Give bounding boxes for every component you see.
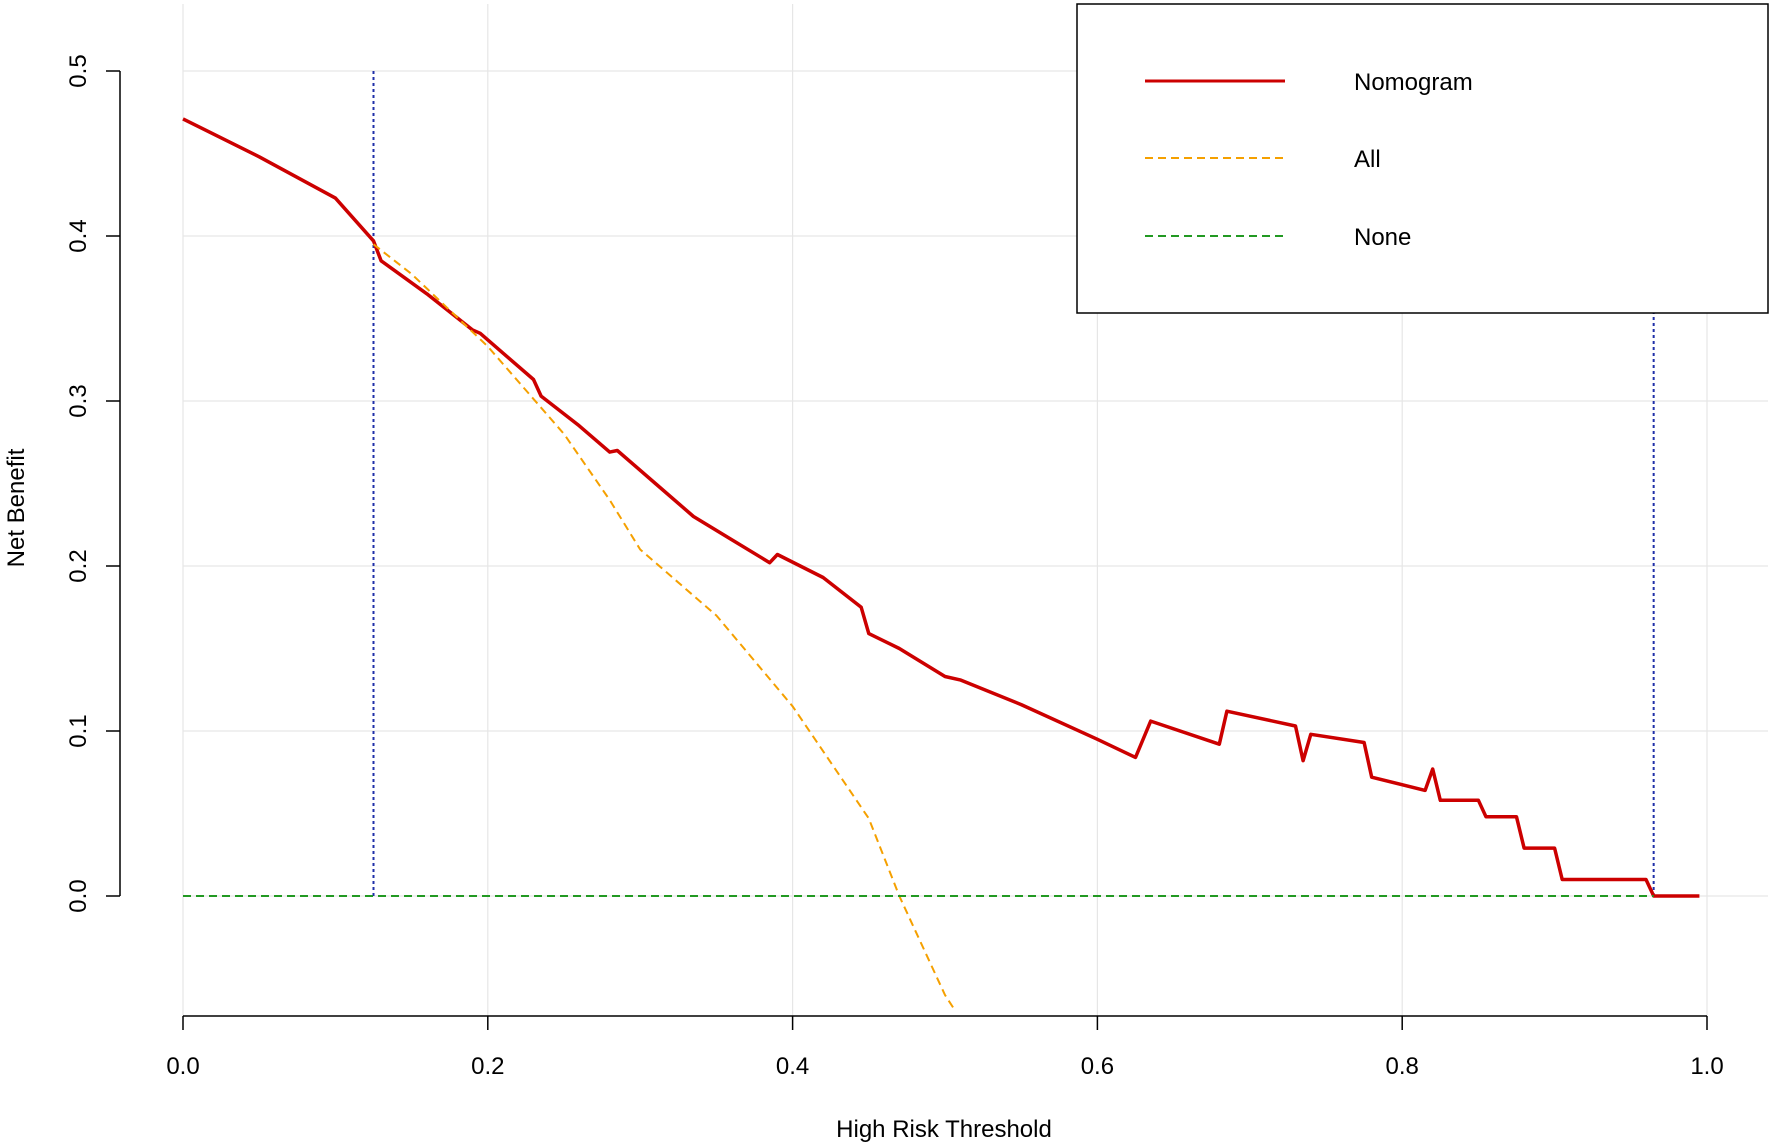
- x-tick-label: 0.2: [471, 1053, 504, 1080]
- legend-label-all: All: [1354, 146, 1381, 173]
- x-axis-title: High Risk Threshold: [836, 1116, 1052, 1143]
- y-tick-label: 0.0: [65, 879, 92, 912]
- y-tick-label: 0.3: [65, 384, 92, 417]
- x-tick-label: 0.0: [166, 1053, 199, 1080]
- x-tick-label: 1.0: [1690, 1053, 1723, 1080]
- series-line-nomogram: [182, 117, 1700, 898]
- series-layer: [182, 117, 1700, 1013]
- y-axis-title: Net Benefit: [3, 448, 30, 567]
- axes-layer: 0.0 0.1 0.2 0.3 0.4 0.5 0.0 0.2 0.4 0.6 0.8 1.0: [65, 54, 1724, 1080]
- legend-label-none: None: [1354, 224, 1411, 251]
- legend-box: [1076, 3, 1769, 314]
- x-tick-label: 0.4: [776, 1053, 809, 1080]
- y-tick-label: 0.4: [65, 219, 92, 252]
- y-tick-label: 0.2: [65, 549, 92, 582]
- legend-label-nomogram: Nomogram: [1354, 69, 1473, 96]
- y-tick-label: 0.1: [65, 714, 92, 747]
- series-line-all: [372, 243, 957, 1013]
- legend: Nomogram All None: [1076, 3, 1769, 314]
- x-tick-label: 0.8: [1386, 1053, 1419, 1080]
- x-tick-label: 0.6: [1081, 1053, 1114, 1080]
- y-tick-label: 0.5: [65, 54, 92, 87]
